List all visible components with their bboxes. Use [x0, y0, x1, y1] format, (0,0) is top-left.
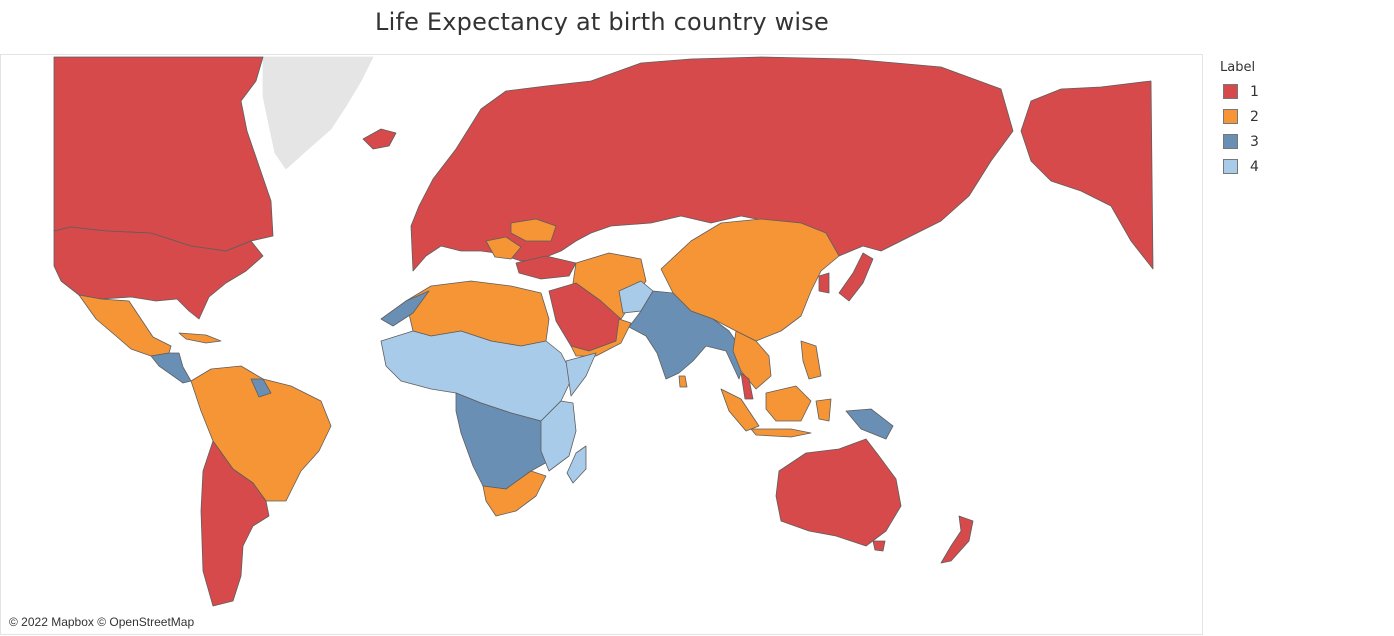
region-borneo	[765, 385, 812, 422]
region-central-america	[150, 352, 192, 384]
region-south-asia	[628, 290, 747, 380]
legend-item-4[interactable]: 4	[1220, 154, 1259, 179]
region-indonesia-west	[720, 388, 760, 432]
region-madagascar	[566, 445, 587, 484]
region-somalia	[565, 352, 597, 397]
region-yemen	[570, 318, 632, 357]
legend-label-1: 1	[1250, 83, 1259, 100]
region-japan	[838, 252, 874, 302]
legend-swatch-4	[1223, 159, 1238, 174]
region-morocco	[380, 290, 430, 327]
region-alaska	[1020, 80, 1154, 270]
region-tasmania	[872, 540, 886, 552]
region-cuba	[178, 332, 222, 344]
region-guiana	[250, 378, 272, 398]
legend: Label 1 2 3 4	[1220, 60, 1259, 179]
region-new-zealand	[940, 515, 974, 564]
region-ukraine	[510, 218, 557, 242]
region-southern-cone	[200, 440, 270, 607]
region-turkey	[515, 255, 577, 280]
legend-title: Label	[1220, 60, 1256, 75]
region-iceland	[362, 128, 397, 150]
region-greenland	[262, 56, 374, 170]
region-east-africa	[540, 400, 577, 472]
region-mexico	[78, 294, 172, 357]
region-philippines	[800, 340, 822, 380]
legend-item-2[interactable]: 2	[1220, 104, 1259, 129]
legend-item-3[interactable]: 3	[1220, 129, 1259, 154]
region-papua	[845, 408, 894, 440]
legend-label-3: 3	[1250, 133, 1259, 150]
legend-swatch-1	[1223, 84, 1238, 99]
region-sulawesi	[815, 398, 832, 422]
region-java	[750, 428, 812, 438]
region-malaysia	[740, 372, 754, 400]
legend-item-1[interactable]: 1	[1220, 79, 1259, 104]
legend-label-2: 2	[1250, 108, 1259, 125]
legend-swatch-2	[1223, 109, 1238, 124]
region-sri-lanka	[678, 375, 688, 388]
region-australia	[775, 438, 902, 547]
region-canada	[53, 56, 274, 252]
region-sahel	[380, 330, 574, 422]
region-korea	[818, 272, 830, 294]
chart-title: Life Expectancy at birth country wise	[375, 8, 829, 36]
region-south-africa	[482, 470, 547, 517]
map-attribution[interactable]: © 2022 Mapbox © OpenStreetMap	[4, 613, 200, 631]
legend-label-4: 4	[1250, 158, 1259, 175]
legend-swatch-3	[1223, 134, 1238, 149]
region-indochina	[732, 330, 772, 390]
region-balkans	[485, 236, 522, 260]
world-map[interactable]: © 2022 Mapbox © OpenStreetMap	[0, 54, 1203, 635]
